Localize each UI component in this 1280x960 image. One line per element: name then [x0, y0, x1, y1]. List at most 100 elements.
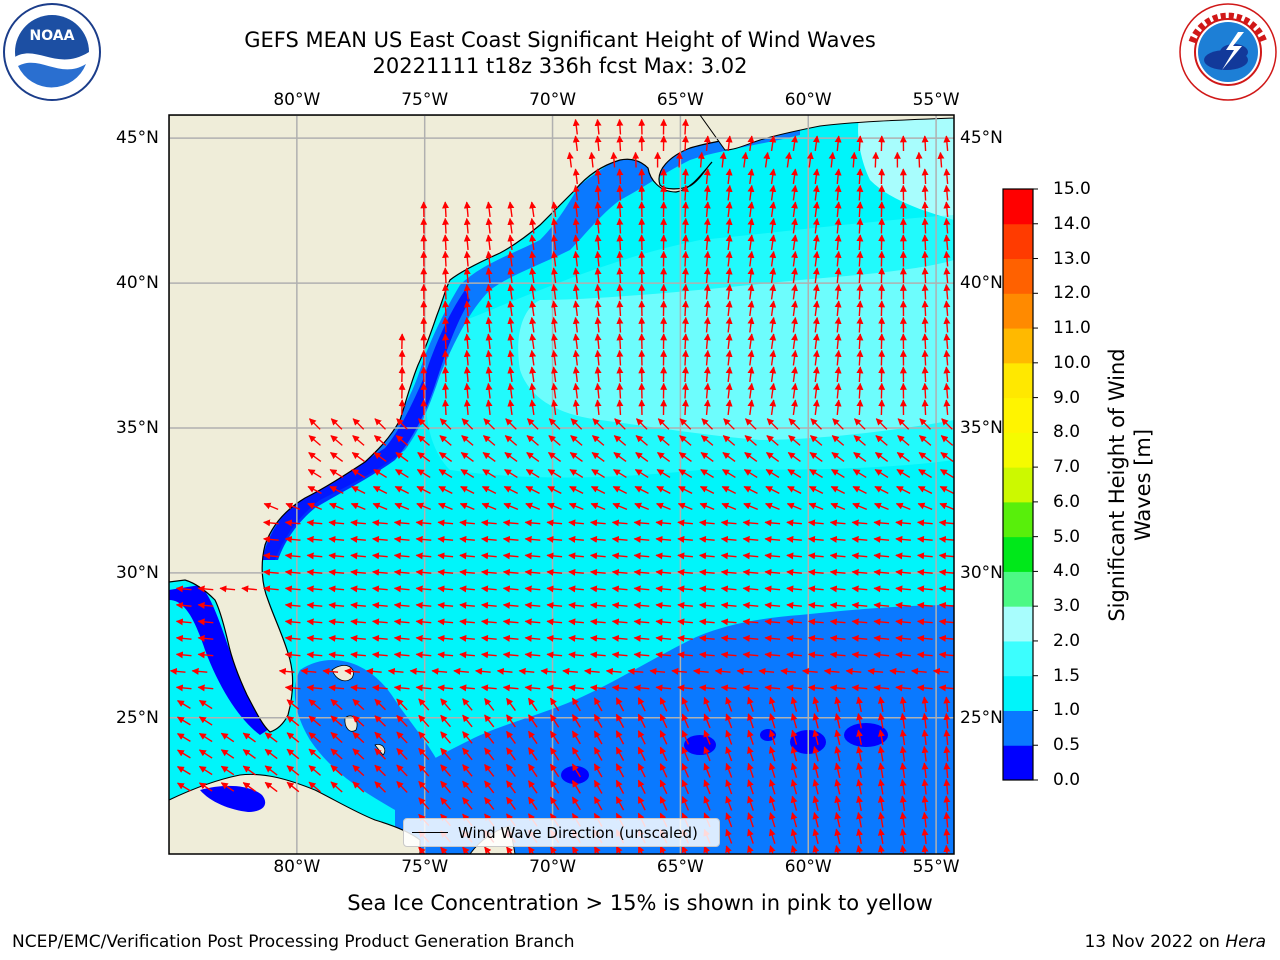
nws-logo: [1179, 3, 1277, 101]
wind-wave-arrow: [459, 552, 475, 560]
wind-wave-arrow: [330, 764, 343, 777]
wind-wave-arrow: [911, 667, 927, 675]
wind-wave-arrow: [943, 234, 951, 251]
wind-wave-arrow: [350, 568, 366, 576]
wind-wave-arrow: [856, 366, 864, 383]
wind-wave-arrow: [591, 435, 605, 446]
wind-wave-arrow: [725, 713, 733, 729]
wind-wave-arrow: [768, 696, 776, 712]
wind-wave-arrow: [808, 568, 824, 576]
wind-wave-arrow: [220, 765, 235, 776]
wind-wave-arrow: [396, 781, 408, 793]
wind-wave-arrow: [747, 316, 755, 333]
wind-wave-arrow: [571, 779, 581, 794]
wind-wave-arrow: [723, 418, 735, 430]
wind-wave-arrow: [681, 349, 689, 366]
wind-wave-arrow: [845, 667, 862, 675]
wind-wave-arrow: [768, 762, 776, 778]
wind-wave-arrow: [725, 283, 733, 300]
wind-wave-arrow: [372, 634, 388, 642]
wind-wave-arrow: [547, 485, 562, 495]
wind-wave-arrow: [263, 519, 279, 527]
wind-wave-arrow: [611, 535, 628, 543]
wind-wave-arrow: [197, 585, 214, 593]
wind-wave-arrow: [703, 184, 711, 201]
wind-wave-arrow: [442, 283, 450, 300]
wind-wave-arrow: [308, 765, 321, 776]
wind-wave-arrow: [484, 730, 495, 744]
wind-wave-arrow: [568, 601, 584, 609]
wind-wave-arrow: [485, 234, 493, 251]
wind-wave-arrow: [306, 651, 323, 659]
wind-wave-arrow: [895, 568, 911, 576]
wind-wave-arrow: [722, 435, 736, 446]
wind-wave-arrow: [856, 399, 864, 416]
wind-wave-arrow: [769, 201, 777, 218]
wind-wave-arrow: [568, 502, 584, 510]
wind-wave-arrow: [529, 283, 537, 300]
wind-wave-arrow: [742, 651, 759, 659]
wind-wave-arrow: [769, 366, 777, 383]
wind-wave-arrow: [943, 250, 951, 267]
wind-wave-arrow: [851, 519, 868, 527]
wind-wave-arrow: [747, 267, 755, 284]
wind-wave-arrow: [921, 316, 929, 333]
wind-wave-arrow: [330, 435, 343, 446]
wind-wave-arrow: [700, 435, 714, 446]
colorbar-tick-label: 13.0: [1053, 248, 1091, 269]
wind-wave-arrow: [198, 732, 213, 743]
wind-wave-arrow: [393, 519, 410, 527]
wind-wave-arrow: [875, 418, 888, 430]
wind-wave-arrow: [853, 435, 866, 446]
wind-wave-arrow: [418, 747, 430, 761]
wind-wave-arrow: [415, 585, 432, 593]
wind-wave-arrow: [747, 333, 755, 350]
wind-wave-arrow: [808, 618, 824, 626]
wind-wave-arrow: [747, 366, 755, 383]
wind-wave-arrow: [284, 601, 301, 609]
wind-wave-arrow: [812, 713, 820, 729]
wind-wave-arrow: [328, 651, 345, 659]
wind-wave-arrow: [938, 651, 954, 659]
wind-wave-arrow: [786, 552, 802, 560]
wind-wave-arrow: [416, 485, 431, 495]
wind-wave-arrow: [463, 366, 471, 383]
wind-wave-arrow: [351, 452, 365, 462]
wind-wave-arrow: [502, 552, 519, 560]
wind-wave-arrow: [505, 418, 517, 430]
wind-wave-arrow: [786, 634, 802, 642]
wind-wave-arrow: [485, 382, 493, 399]
wind-wave-arrow: [834, 729, 842, 745]
wind-wave-arrow: [616, 217, 624, 234]
wind-wave-arrow: [462, 714, 473, 728]
wind-wave-arrow: [506, 780, 516, 794]
colorbar-swatch: [1003, 710, 1033, 746]
wind-wave-arrow: [874, 452, 889, 462]
wind-wave-arrow: [546, 618, 563, 626]
wind-wave-arrow: [856, 729, 863, 745]
lon-tick-label: 55°W: [912, 857, 960, 877]
wind-wave-arrow: [921, 366, 929, 383]
wind-wave-arrow: [636, 418, 648, 430]
wind-wave-arrow: [438, 452, 453, 462]
wind-wave-arrow: [502, 519, 519, 527]
wind-wave-arrow: [943, 316, 951, 333]
wind-wave-arrow: [768, 779, 776, 795]
wind-wave-arrow: [459, 585, 475, 593]
wind-wave-arrow: [328, 585, 345, 593]
wind-wave-arrow: [765, 468, 780, 479]
colorbar-tick-label: 0.5: [1053, 735, 1081, 756]
wind-wave-arrow: [485, 349, 493, 366]
wind-wave-arrow: [808, 634, 824, 642]
wind-wave-arrow: [743, 468, 758, 479]
wind-wave-arrow: [197, 684, 214, 692]
wind-wave-arrow: [524, 684, 541, 692]
wind-wave-arrow: [463, 382, 471, 399]
wind-wave-arrow: [677, 502, 693, 510]
wind-wave-arrow: [502, 568, 519, 576]
wind-wave-arrow: [571, 713, 581, 728]
wind-wave-arrow: [286, 699, 300, 710]
wind-wave-arrow: [415, 618, 432, 626]
wind-wave-arrow: [681, 234, 689, 251]
wind-wave-arrow: [681, 333, 689, 350]
